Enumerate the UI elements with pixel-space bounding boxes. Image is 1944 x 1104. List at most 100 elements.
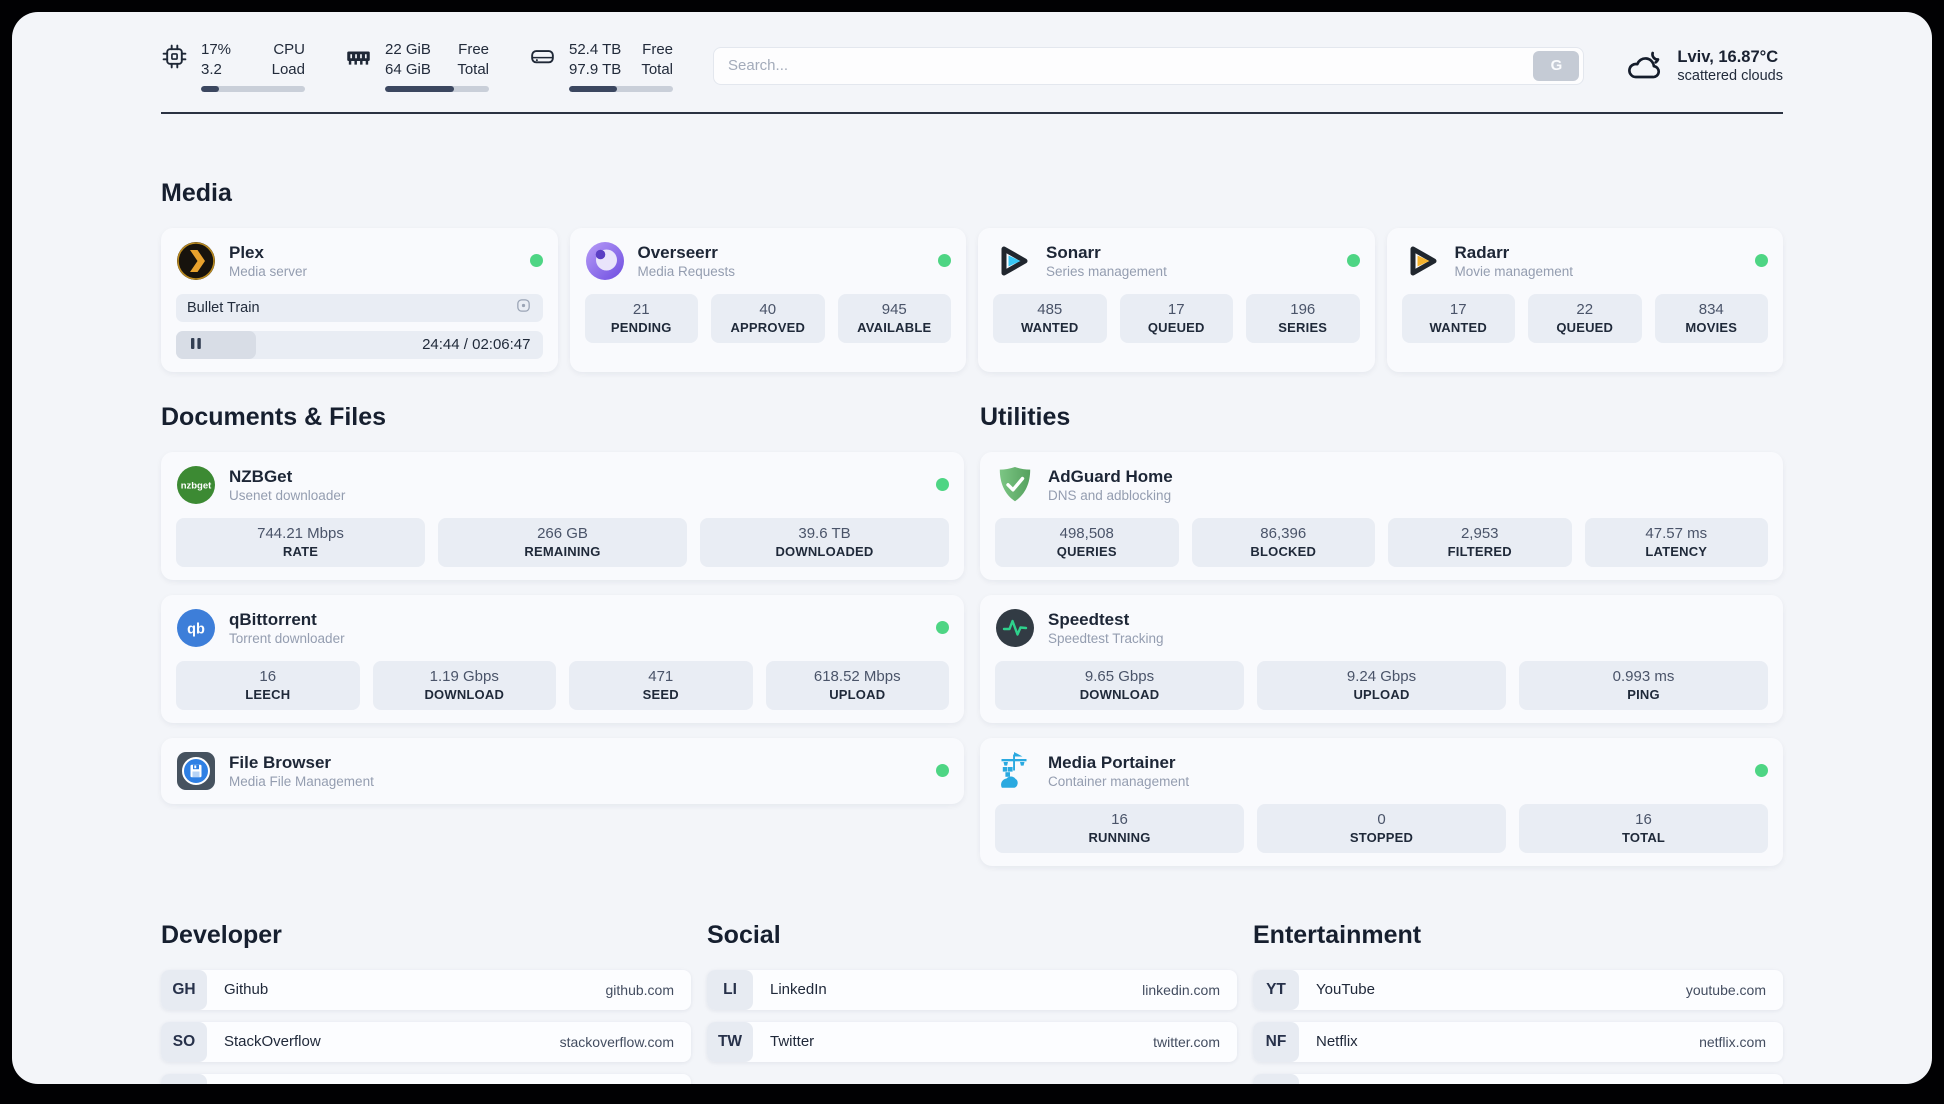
app-title: Plex: [229, 242, 264, 262]
app-card-speedtest[interactable]: Speedtest Speedtest Tracking 9.65 Gbps DOWN…: [980, 594, 1783, 723]
bookmark-twitter[interactable]: TW Twitter twitter.com: [707, 1021, 1237, 1062]
resource-value: 97.9 TB: [569, 61, 622, 79]
app-subtitle: Movie management: [1454, 264, 1574, 280]
stat-label: BLOCKED: [1250, 543, 1317, 559]
bookmark-name: Github: [224, 981, 269, 998]
stat-value: 22: [1576, 300, 1594, 318]
bookmark-linkedin[interactable]: LI LinkedIn linkedin.com: [707, 969, 1237, 1010]
stat-stopped: 0 STOPPED: [1257, 803, 1506, 853]
resource-value: 22 GiB: [385, 41, 431, 58]
resource-body-cpu: 17% 3.2 CPU Load: [201, 40, 305, 92]
stat-label: APPROVED: [730, 319, 806, 335]
qbittorrent-icon: qb: [176, 608, 216, 648]
stat-value: 86,396: [1260, 524, 1307, 542]
stat-value: 21: [632, 300, 650, 318]
stat-wanted: 485 WANTED: [993, 293, 1107, 343]
stat-upload: 618.52 Mbps UPLOAD: [765, 660, 949, 710]
playback-progress-row: 24:44 / 02:06:47: [176, 330, 543, 359]
app-card-header: Plex Media server: [176, 241, 543, 281]
svg-text:nzbget: nzbget: [181, 480, 212, 491]
app-stats: 9.65 Gbps DOWNLOAD 9.24 Gbps UPLOAD 0.993 ms…: [995, 660, 1768, 710]
app-card-qbittorrent[interactable]: qb qBittorrent Torrent downloader 16 LEECH 1.…: [161, 594, 964, 723]
stat-approved: 40 APPROVED: [711, 293, 825, 343]
stat-rate: 744.21 Mbps RATE: [176, 517, 425, 567]
weather-widget: Lviv, 16.87°C scattered clouds: [1624, 46, 1783, 86]
stat-value: 498,508: [1059, 524, 1114, 542]
stat-label: LATENCY: [1645, 543, 1708, 559]
bookmark-name: StackOverflow: [224, 1033, 321, 1050]
status-dot-online: [1346, 254, 1360, 267]
section-title-social: Social: [707, 920, 781, 949]
stat-value: 40: [759, 300, 777, 318]
bookmark-reddit[interactable]: RERedditreddit.com: [1253, 1073, 1783, 1084]
app-card-titles: Plex Media server: [229, 242, 307, 279]
bookmark-abbr-badge: LI: [707, 969, 753, 1010]
stat-label: WANTED: [1429, 319, 1488, 335]
section-title-developer: Developer: [161, 920, 282, 949]
status-dot-online: [1755, 254, 1768, 267]
bookmark-stackoverflow[interactable]: SO StackOverflow stackoverflow.com: [161, 1021, 691, 1062]
bookmark-abbr-badge: SO: [161, 1021, 207, 1062]
search-input[interactable]: [728, 57, 1534, 75]
bookmark-youtube[interactable]: YT YouTube youtube.com: [1253, 969, 1783, 1010]
resource-progress-fill-cpu: [201, 85, 219, 92]
stat-value: 16: [1635, 810, 1652, 828]
adguard-icon: [995, 465, 1035, 505]
target-icon[interactable]: [515, 297, 532, 318]
bookmark-netflix[interactable]: NF Netflix netflix.com: [1253, 1021, 1783, 1062]
stat-value: 39.6 TB: [798, 524, 851, 542]
app-card-adguard-home[interactable]: AdGuard Home DNS and adblocking 498,508 QUE…: [980, 451, 1783, 580]
stat-running: 16 RUNNING: [995, 803, 1244, 853]
middle-columns: Documents & Files nzbget NZBGet Usenet dow…: [161, 402, 1783, 866]
app-stats: 485 WANTED 17 QUEUED 196 SERIES: [993, 293, 1360, 343]
resource-text-cpu: 17% 3.2 CPU Load: [201, 40, 305, 81]
app-card-header: qb qBittorrent Torrent downloader: [176, 608, 949, 648]
resource-body-ram: 22 GiB 64 GiB Free Total: [385, 40, 489, 92]
resource-progress-fill-ram: [385, 85, 454, 92]
stat-label: DOWNLOAD: [424, 686, 505, 702]
app-card-overseerr[interactable]: Overseerr Media Requests 21 PENDING 40 APPROV…: [569, 227, 966, 372]
stat-label: QUERIES: [1056, 543, 1117, 559]
stat-value: 16: [1111, 810, 1128, 828]
resource-label: Free: [642, 41, 673, 58]
app-card-nzbget[interactable]: nzbget NZBGet Usenet downloader 744.21 Mbps…: [161, 451, 964, 580]
app-card-header: Overseerr Media Requests: [585, 241, 951, 281]
stat-value: 1.19 Gbps: [429, 667, 499, 685]
app-stats: 17 WANTED 22 QUEUED 834 MOVIES: [1401, 293, 1768, 343]
bookmark-abbr-badge: NF: [1253, 1021, 1299, 1062]
bookmark-github[interactable]: GH Github github.com: [161, 969, 691, 1010]
app-subtitle: Usenet downloader: [229, 488, 346, 504]
search-engine-button[interactable]: G: [1533, 50, 1580, 81]
section-media: Media Plex Media server Bullet Train 24:44 …: [161, 178, 1783, 372]
app-stats: 16 RUNNING 0 STOPPED 16 TOTAL: [995, 803, 1768, 853]
app-card-header: Sonarr Series management: [993, 241, 1360, 281]
section-documents: Documents & Files nzbget NZBGet Usenet dow…: [161, 402, 964, 804]
resource-label: Total: [457, 61, 489, 79]
stat-value: 2,953: [1460, 524, 1499, 542]
bookmark-dev[interactable]: DTDEVdev.to: [161, 1073, 691, 1084]
section-title-utilities: Utilities: [980, 402, 1071, 431]
filebrowser-icon: [176, 751, 216, 791]
bookmark-rows: GH Github github.com SO StackOverflow stackov…: [161, 969, 691, 1084]
stat-label: WANTED: [1020, 319, 1079, 335]
app-card-titles: File Browser Media File Management: [229, 752, 374, 789]
status-dot-online: [529, 254, 543, 267]
dashboard-content: 17% 3.2 CPU Load 22 GiB 64 GiB Free Total 52.4 T…: [161, 12, 1783, 1084]
stat-label: QUEUED: [1147, 319, 1205, 335]
resource-values-ram: 22 GiB 64 GiB: [385, 40, 431, 81]
bookmark-url: twitter.com: [1153, 1033, 1220, 1050]
app-card-file-browser[interactable]: File Browser Media File Management: [161, 737, 964, 804]
stat-label: STOPPED: [1349, 829, 1414, 845]
stat-label: MOVIES: [1685, 319, 1738, 335]
app-card-plex[interactable]: Plex Media server Bullet Train 24:44 / 02:0…: [161, 227, 558, 372]
stat-value: 9.24 Gbps: [1346, 667, 1417, 685]
pause-button[interactable]: [176, 330, 256, 359]
resource-value: 17%: [201, 41, 232, 58]
stat-value: 17: [1449, 300, 1467, 318]
app-card-radarr[interactable]: Radarr Movie management 17 WANTED 22 QUEUED 83…: [1386, 227, 1783, 372]
app-title: Overseerr: [637, 242, 718, 262]
bookmark-group-social: Social LI LinkedIn linkedin.com TW Twitter twi…: [707, 920, 1237, 1062]
app-card-sonarr[interactable]: Sonarr Series management 485 WANTED 17 QUEUED…: [978, 227, 1375, 372]
app-card-titles: AdGuard Home DNS and adblocking: [1048, 466, 1173, 503]
app-card-media-portainer[interactable]: Media Portainer Container management 16 RUN…: [980, 737, 1783, 866]
